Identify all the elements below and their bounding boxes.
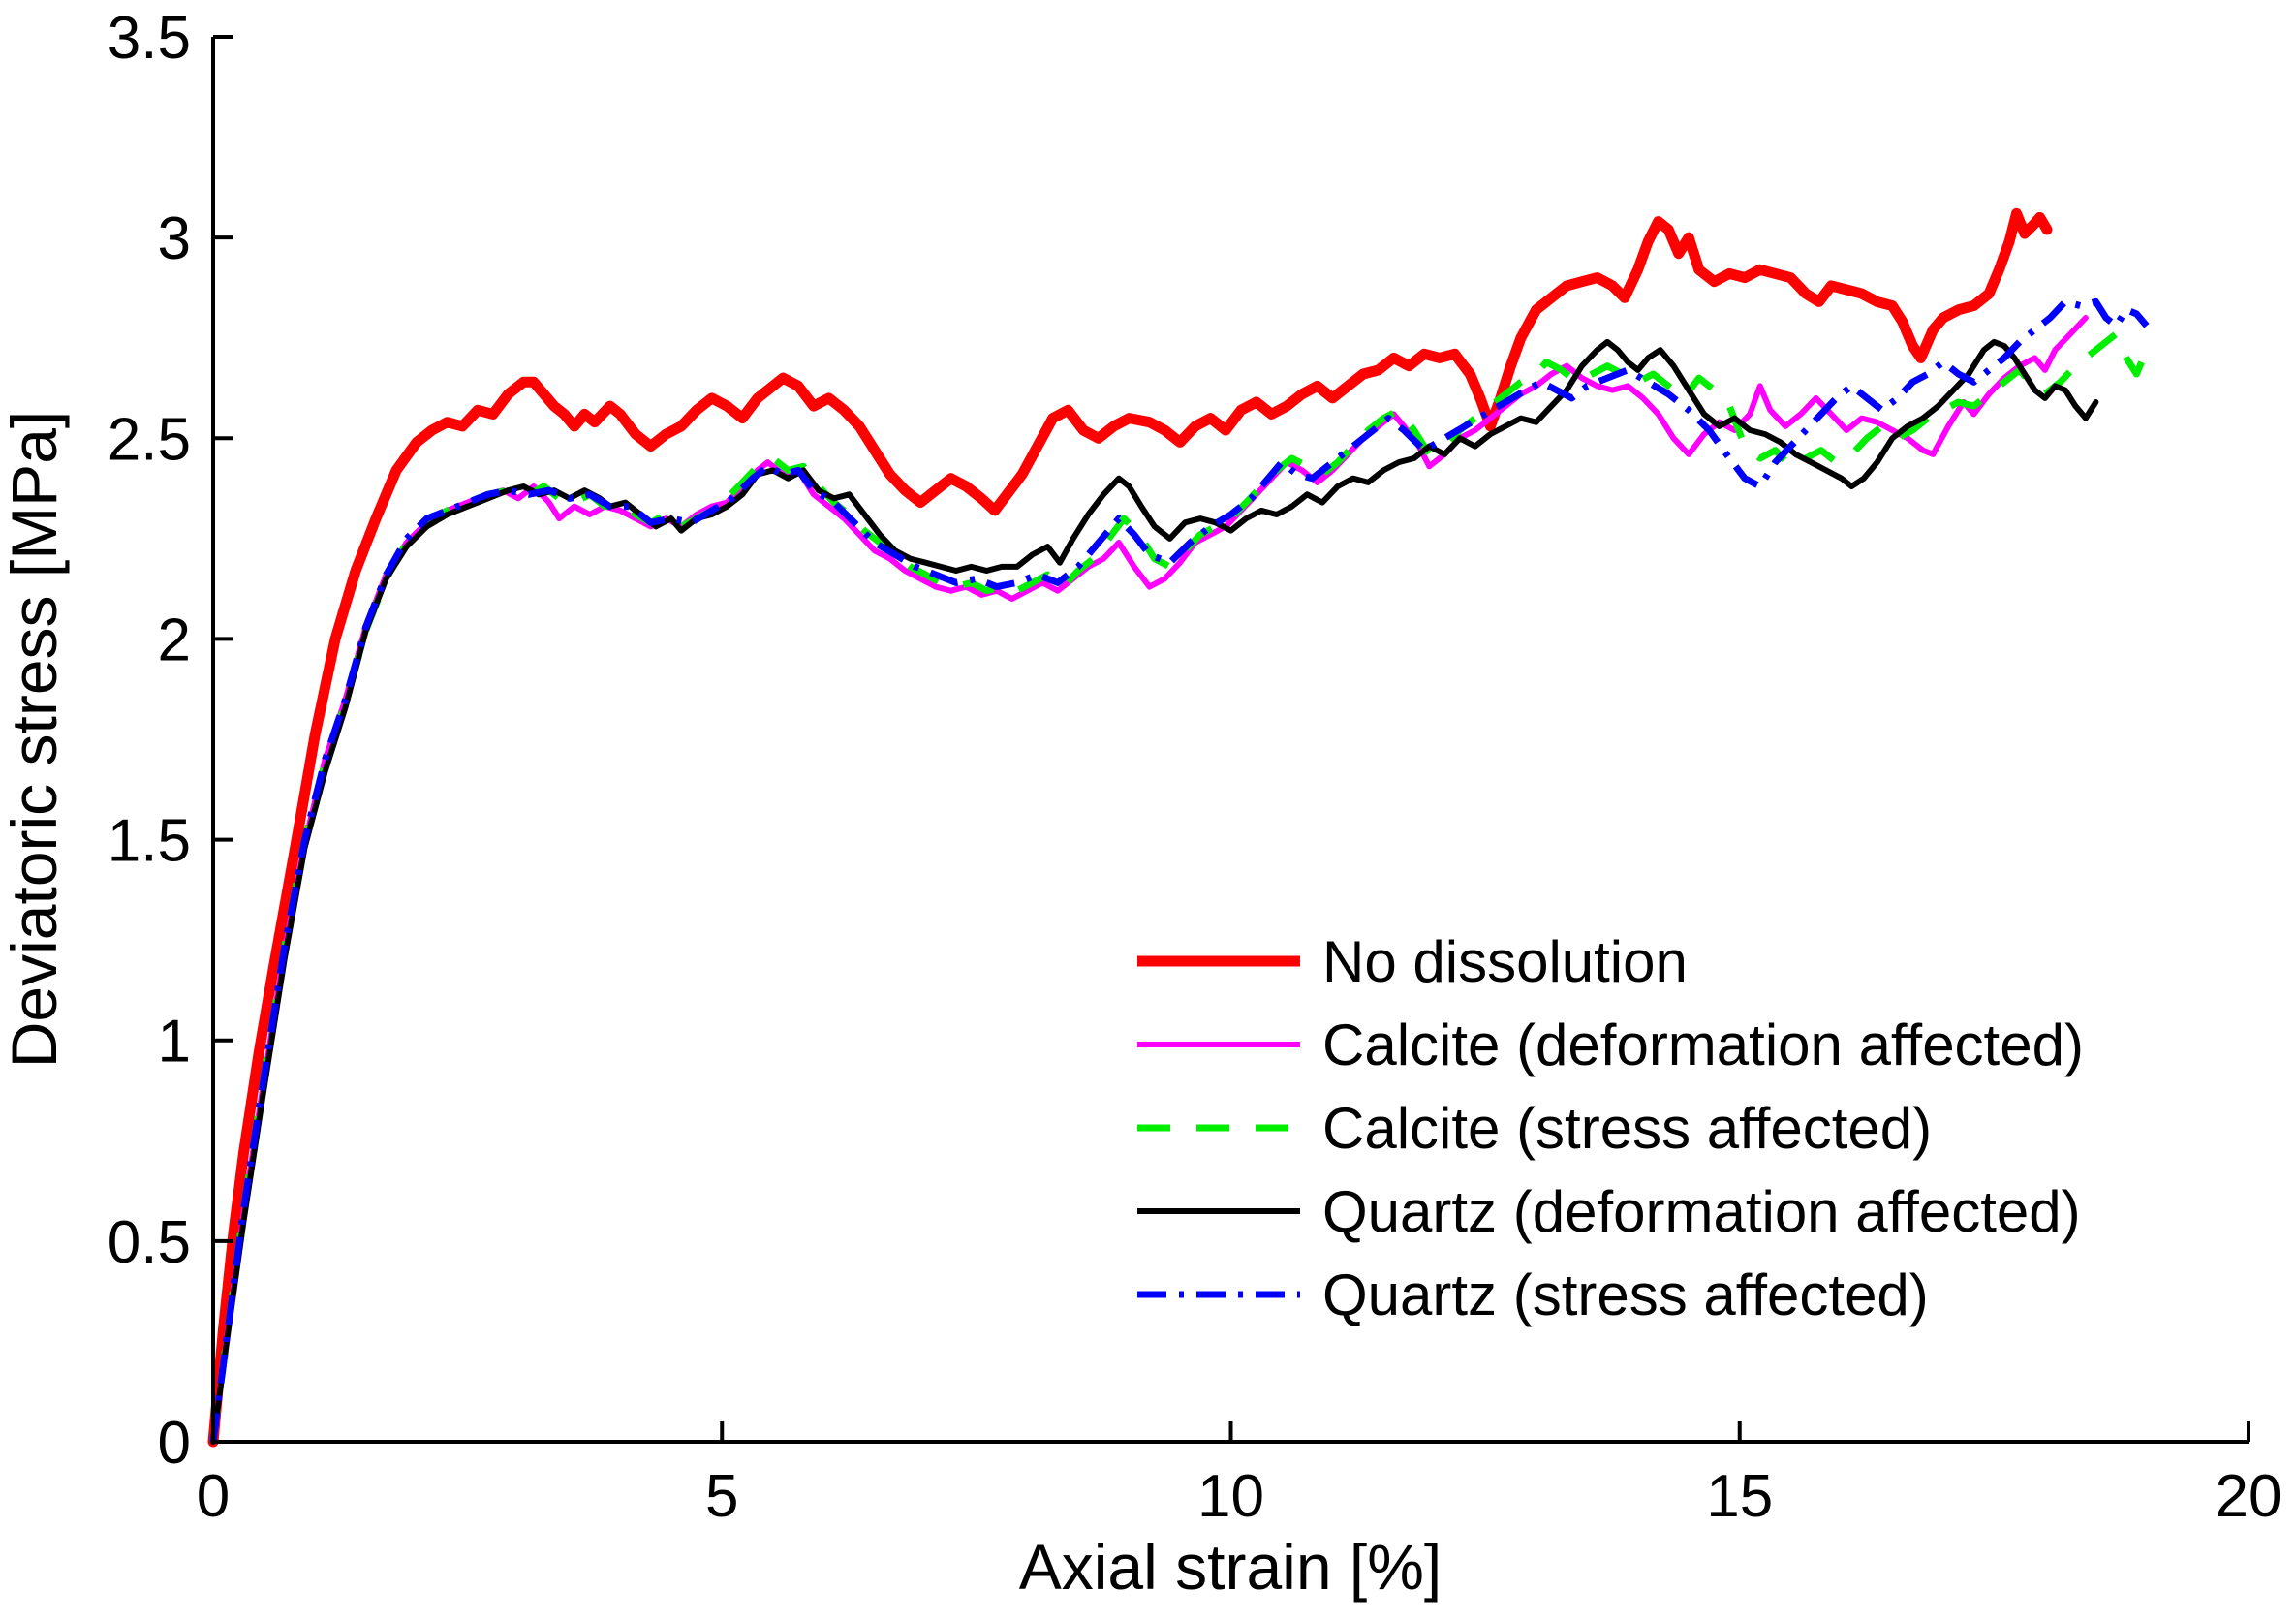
y-tick-label: 1.5: [108, 808, 191, 875]
x-tick-label: 10: [1197, 1463, 1264, 1530]
legend-label-calcite-stress-affected: Calcite (stress affected): [1322, 1096, 1932, 1161]
x-tick-label: 0: [197, 1463, 230, 1530]
legend-item-no-dissolution: No dissolution: [1137, 929, 1688, 994]
y-tick-label: 3.5: [108, 5, 191, 72]
y-tick-label: 3: [158, 205, 191, 272]
legend-item-quartz-stress-affected: Quartz (stress affected): [1137, 1263, 1929, 1327]
legend-item-quartz-deformation-affected: Quartz (deformation affected): [1137, 1179, 2081, 1244]
y-tick-label: 1: [158, 1009, 191, 1076]
y-axis-label: Deviatoric stress [MPa]: [0, 411, 70, 1069]
x-tick-label: 5: [705, 1463, 738, 1530]
x-axis-label: Axial strain [%]: [1019, 1531, 1442, 1603]
series-quartz-stress-affected: [209, 297, 2150, 1443]
y-tick-label: 0: [158, 1410, 191, 1477]
legend-label-no-dissolution: No dissolution: [1322, 929, 1688, 994]
x-tick-label: 15: [1706, 1463, 1773, 1530]
series-no-dissolution: [207, 207, 2053, 1448]
x-tick-label: 20: [2216, 1463, 2282, 1530]
legend-label-calcite-deformation-affected: Calcite (deformation affected): [1322, 1013, 2084, 1077]
y-tick-label: 2: [158, 607, 191, 673]
legend-item-calcite-deformation-affected: Calcite (deformation affected): [1137, 1013, 2084, 1077]
y-tick-label: 0.5: [108, 1209, 191, 1276]
legend-label-quartz-deformation-affected: Quartz (deformation affected): [1322, 1179, 2081, 1244]
ticks-group: [211, 35, 2250, 1444]
series-group: [207, 207, 2151, 1448]
y-tick-label: 2.5: [108, 406, 191, 473]
legend-label-quartz-stress-affected: Quartz (stress affected): [1322, 1263, 1929, 1327]
legend-item-calcite-stress-affected: Calcite (stress affected): [1137, 1096, 1932, 1161]
legend: No dissolution Calcite (deformation affec…: [1137, 929, 2084, 1327]
tick-labels-group: 0 5 10 15 20 0 0.5 1 1.5 2 2.5 3 3.5: [108, 5, 2282, 1530]
